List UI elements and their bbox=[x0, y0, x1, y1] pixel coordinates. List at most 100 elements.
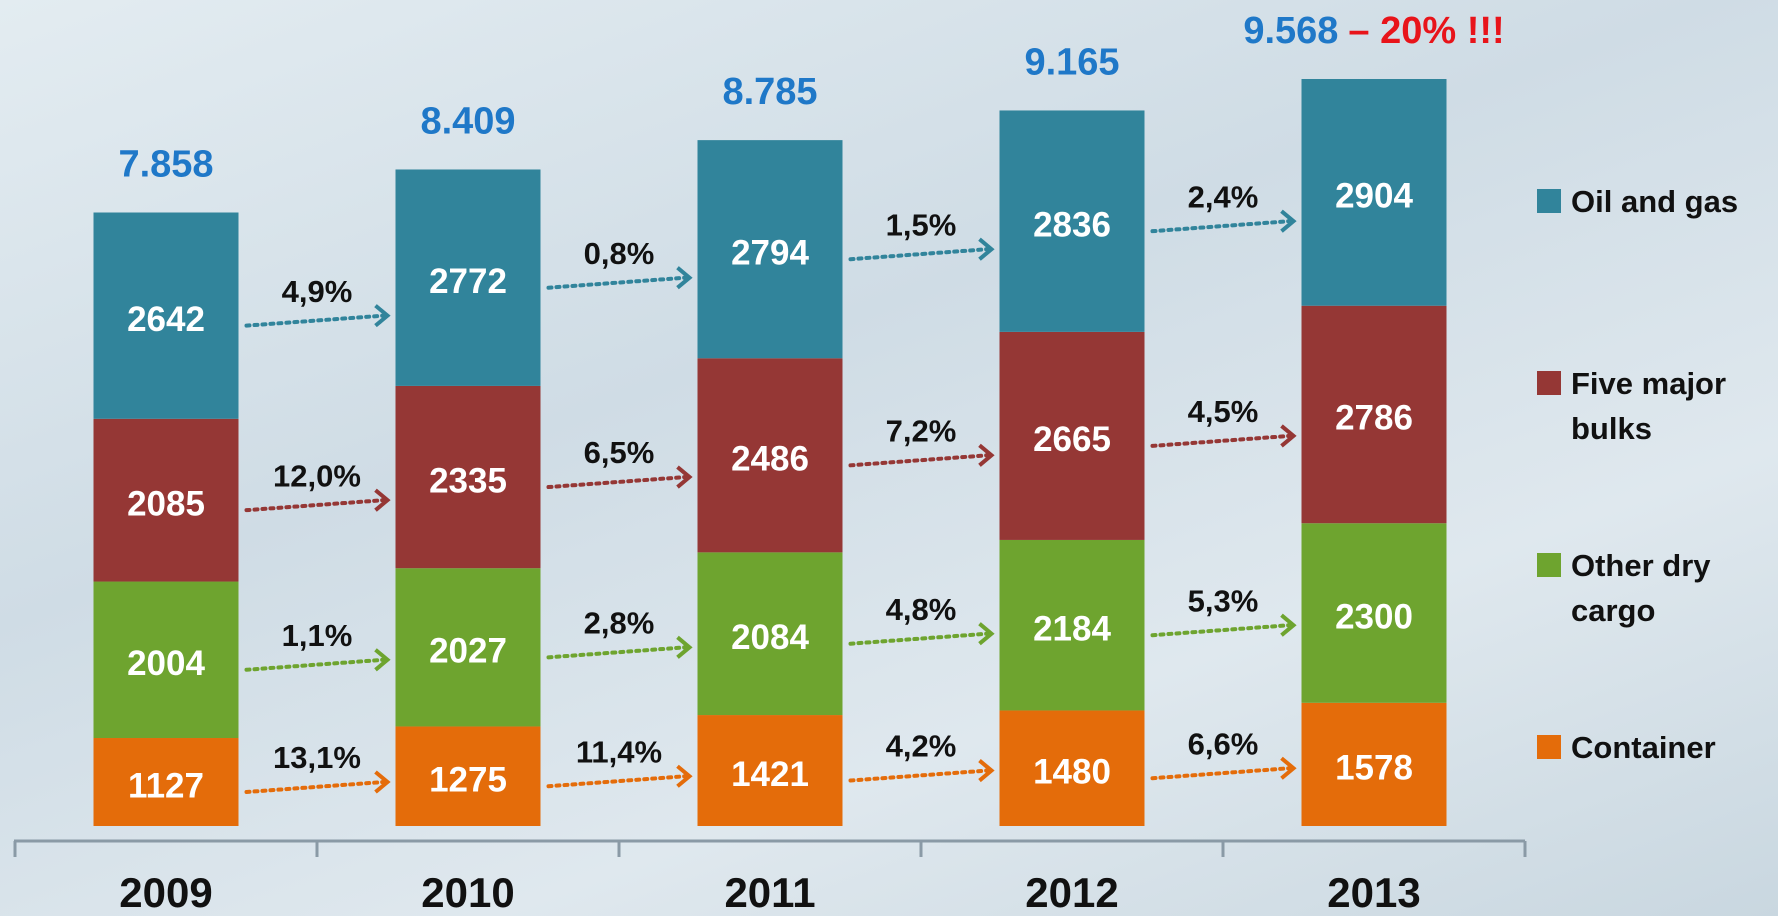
growth-arrow bbox=[1150, 433, 1292, 448]
growth-label: 13,1% bbox=[273, 740, 361, 775]
segment-label: 1275 bbox=[429, 760, 507, 799]
bar-segment bbox=[93, 581, 239, 739]
segment-label: 2642 bbox=[127, 300, 205, 339]
growth-label: 2,4% bbox=[1188, 179, 1259, 214]
growth-arrow bbox=[546, 475, 688, 490]
growth-arrow bbox=[1150, 766, 1292, 781]
bar-segment bbox=[1301, 79, 1447, 306]
x-tick-label: 2011 bbox=[724, 869, 815, 916]
arrow-head bbox=[978, 237, 995, 261]
growth-arrow bbox=[244, 657, 386, 672]
growth-label: 4,9% bbox=[282, 274, 353, 309]
bar-segment bbox=[1301, 523, 1447, 703]
segment-label: 2184 bbox=[1033, 609, 1111, 648]
total-label: 9.165 bbox=[1024, 41, 1119, 83]
arrow-head bbox=[978, 443, 995, 467]
total-label: 8.409 bbox=[420, 101, 515, 143]
arrow-head bbox=[978, 622, 995, 646]
x-tick-label: 2010 bbox=[421, 869, 514, 916]
growth-label: 5,3% bbox=[1188, 583, 1259, 618]
segment-label: 2085 bbox=[127, 484, 205, 523]
segment-label: 2335 bbox=[429, 461, 507, 500]
growth-label: 1,1% bbox=[282, 618, 353, 653]
growth-arrow bbox=[848, 768, 990, 783]
segment-label: 2084 bbox=[731, 618, 809, 657]
segment-label: 1127 bbox=[128, 766, 204, 805]
total-label: 7.858 bbox=[118, 144, 213, 186]
total-value: 8.785 bbox=[722, 71, 817, 113]
bar-segment bbox=[93, 738, 239, 826]
bar-segment bbox=[93, 212, 239, 419]
bar-segment bbox=[999, 331, 1145, 540]
arrow-head bbox=[374, 488, 391, 512]
bar-segment bbox=[1301, 305, 1447, 524]
arrow-head bbox=[1280, 424, 1297, 448]
x-tick-label: 2009 bbox=[119, 869, 212, 916]
total-label: 9.568– 20% !!! bbox=[1243, 10, 1504, 52]
growth-label: 2,8% bbox=[584, 606, 655, 641]
growth-arrow bbox=[244, 780, 386, 795]
segment-label: 2772 bbox=[429, 262, 507, 301]
growth-label: 6,6% bbox=[1188, 726, 1259, 761]
growth-label: 0,8% bbox=[584, 236, 655, 271]
x-tick-label: 2012 bbox=[1025, 869, 1118, 916]
growth-arrow bbox=[244, 313, 386, 328]
bar-segment bbox=[999, 539, 1145, 711]
bar-segment bbox=[697, 552, 843, 716]
arrow-head bbox=[676, 465, 693, 489]
bar-segment bbox=[697, 715, 843, 826]
growth-label: 12,0% bbox=[273, 458, 361, 493]
growth-arrow bbox=[546, 645, 688, 660]
segment-label: 2786 bbox=[1335, 399, 1413, 438]
bar-segment bbox=[1301, 702, 1447, 826]
legend-label: Oil and gas bbox=[1571, 184, 1739, 219]
legend-swatch bbox=[1537, 735, 1561, 759]
legend-label: Five major bulks bbox=[1571, 366, 1727, 446]
segment-label: 2300 bbox=[1335, 597, 1413, 636]
total-label: 8.785 bbox=[722, 71, 817, 113]
legend-item: Oil and gas bbox=[1537, 180, 1767, 225]
legend-label: Container bbox=[1571, 730, 1716, 765]
total-value: 8.409 bbox=[420, 101, 515, 143]
segment-label: 2794 bbox=[731, 233, 809, 272]
total-value: 7.858 bbox=[118, 144, 213, 186]
bar-segment bbox=[395, 726, 541, 826]
arrow-head bbox=[1280, 613, 1297, 637]
arrow-head bbox=[676, 635, 693, 659]
growth-label: 4,8% bbox=[886, 592, 957, 627]
legend-item: Container bbox=[1537, 726, 1767, 771]
total-value: 9.568 bbox=[1243, 10, 1338, 52]
arrow-head bbox=[374, 648, 391, 672]
legend-swatch bbox=[1537, 189, 1561, 213]
legend-item: Other dry cargo bbox=[1537, 544, 1767, 634]
arrow-head bbox=[676, 266, 693, 290]
legend-swatch bbox=[1537, 371, 1561, 395]
arrow-head bbox=[1280, 209, 1297, 233]
segment-label: 1578 bbox=[1335, 749, 1413, 788]
growth-arrow bbox=[848, 631, 990, 646]
growth-arrow bbox=[244, 498, 386, 513]
segment-label: 1480 bbox=[1033, 752, 1111, 791]
growth-label: 11,4% bbox=[576, 734, 662, 769]
arrow-head bbox=[374, 304, 391, 328]
growth-label: 1,5% bbox=[886, 207, 957, 242]
legend-swatch bbox=[1537, 553, 1561, 577]
segment-label: 2027 bbox=[429, 632, 507, 671]
annotation: – 20% !!! bbox=[1348, 10, 1504, 52]
segment-label: 2904 bbox=[1335, 177, 1413, 216]
segment-label: 2665 bbox=[1033, 420, 1111, 459]
growth-label: 4,5% bbox=[1188, 394, 1259, 429]
arrow-head bbox=[676, 764, 693, 788]
growth-label: 6,5% bbox=[584, 435, 655, 470]
bar-segment bbox=[697, 140, 843, 359]
growth-arrow bbox=[546, 774, 688, 789]
legend-item: Five major bulks bbox=[1537, 362, 1767, 452]
growth-label: 4,2% bbox=[886, 729, 957, 764]
growth-arrow bbox=[1150, 219, 1292, 234]
total-value: 9.165 bbox=[1024, 41, 1119, 83]
bar-segment bbox=[999, 710, 1145, 826]
legend-label: Other dry cargo bbox=[1571, 548, 1711, 628]
arrow-head bbox=[1280, 756, 1297, 780]
